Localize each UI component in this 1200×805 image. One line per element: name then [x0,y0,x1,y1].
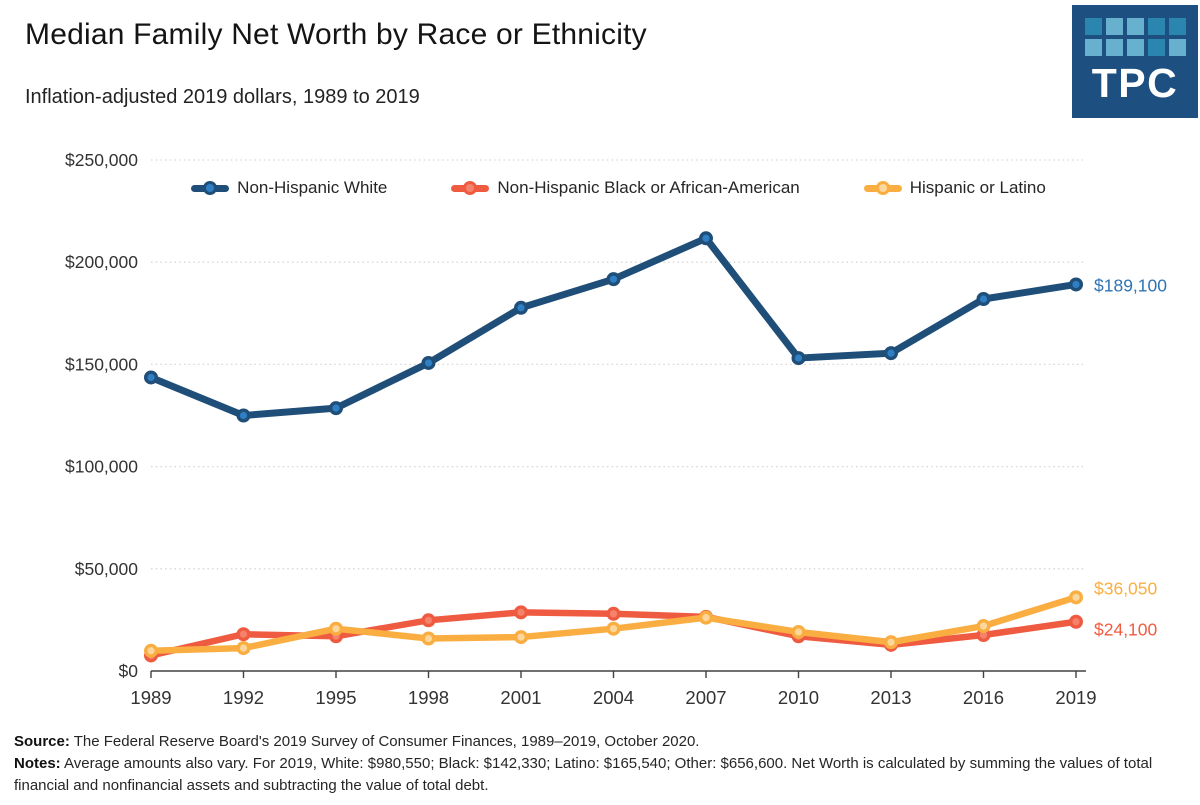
footer-notes: Source: The Federal Reserve Board's 2019… [14,731,1194,796]
legend-line-marker-icon [191,181,230,195]
data-point [143,643,158,658]
logo-square [1105,18,1123,35]
source-text: The Federal Reserve Board's 2019 Survey … [69,733,700,750]
logo-square [1168,18,1186,35]
x-axis-tick-label: 1995 [315,687,356,708]
x-axis-tick-label: 2004 [593,687,634,708]
data-point [514,300,529,315]
data-point [514,630,529,645]
logo-square [1147,18,1165,35]
data-point [884,635,899,650]
legend-item: Non-Hispanic White [191,178,387,198]
series-line [147,234,1080,419]
x-axis-tick-label: 1992 [223,687,264,708]
data-point [236,408,251,423]
y-axis-tick-label: $50,000 [75,559,139,579]
y-axis-tick-label: $150,000 [65,354,138,374]
data-point [606,272,621,287]
source-label: Source: [14,733,70,750]
y-axis-tick-label: $250,000 [65,150,138,170]
legend-label: Non-Hispanic Black or African-American [497,178,800,197]
logo-square [1126,39,1144,56]
data-point [606,606,621,621]
tpc-logo: TPC [1072,5,1198,118]
data-point [329,621,344,636]
logo-square [1126,18,1144,35]
logo-square [1168,39,1186,56]
data-point [1068,614,1083,629]
data-point [329,401,344,416]
x-axis-tick-label: 2010 [778,687,819,708]
logo-square [1105,39,1123,56]
legend-dot-icon [463,181,478,195]
legend-item: Non-Hispanic Black or African-American [451,178,800,198]
logo-square [1147,39,1165,56]
x-axis-tick-label: 2019 [1055,687,1096,708]
x-axis-tick-label: 2013 [870,687,911,708]
notes-line: Notes: Average amounts also vary. For 20… [14,753,1194,797]
x-axis-tick-label: 2016 [963,687,1004,708]
x-axis-tick-label: 2001 [500,687,541,708]
data-point [236,641,251,656]
y-axis-tick-label: $0 [119,661,139,681]
data-point [791,624,806,639]
y-axis-tick-label: $100,000 [65,457,138,477]
notes-label: Notes: [14,754,61,772]
series-end-value-label: $24,100 [1094,620,1158,640]
data-point [606,621,621,636]
data-point [699,610,714,625]
data-point [143,370,158,385]
chart: $0 $50,000 $100,000 $150,000 $200,000 $250,00… [0,150,1200,720]
data-point [514,605,529,620]
data-point [1068,590,1083,605]
logo-text: TPC [1091,60,1179,106]
legend-line-marker-icon [863,181,902,195]
data-point [1068,277,1083,292]
series-end-value-label: $189,100 [1094,275,1167,295]
chart-svg: $0 $50,000 $100,000 $150,000 $200,000 $250,00… [65,150,1167,708]
logo-grid-icon [1084,18,1186,56]
logo-square [1084,39,1102,56]
data-point [976,291,991,306]
x-axis-tick-label: 1998 [408,687,449,708]
data-point [421,613,436,628]
x-axis-tick-label: 2007 [685,687,726,708]
data-point [421,631,436,646]
legend-label: Hispanic or Latino [909,178,1046,197]
data-point [884,346,899,361]
legend-item: Hispanic or Latino [863,178,1046,198]
legend-dot-icon [203,181,218,195]
legend-dot-icon [875,181,890,195]
x-axis-tick-label: 1989 [130,687,171,708]
page-subtitle: Inflation-adjusted 2019 dollars, 1989 to… [25,86,420,108]
series-end-value-label: $36,050 [1094,578,1158,598]
source-line: Source: The Federal Reserve Board's 2019… [14,731,1194,753]
legend-line-marker-icon [451,181,490,195]
chart-legend: Non-Hispanic White Non-Hispanic Black or … [151,172,1086,204]
y-axis-tick-label: $200,000 [65,252,138,272]
logo-square [1084,18,1102,35]
data-point [236,627,251,642]
legend-label: Non-Hispanic White [237,178,388,197]
data-point [421,355,436,370]
page-title: Median Family Net Worth by Race or Ethni… [25,18,647,51]
data-point [791,351,806,366]
data-point [976,619,991,634]
data-point [699,231,714,246]
notes-text: Average amounts also vary. For 2019, Whi… [14,754,1153,794]
